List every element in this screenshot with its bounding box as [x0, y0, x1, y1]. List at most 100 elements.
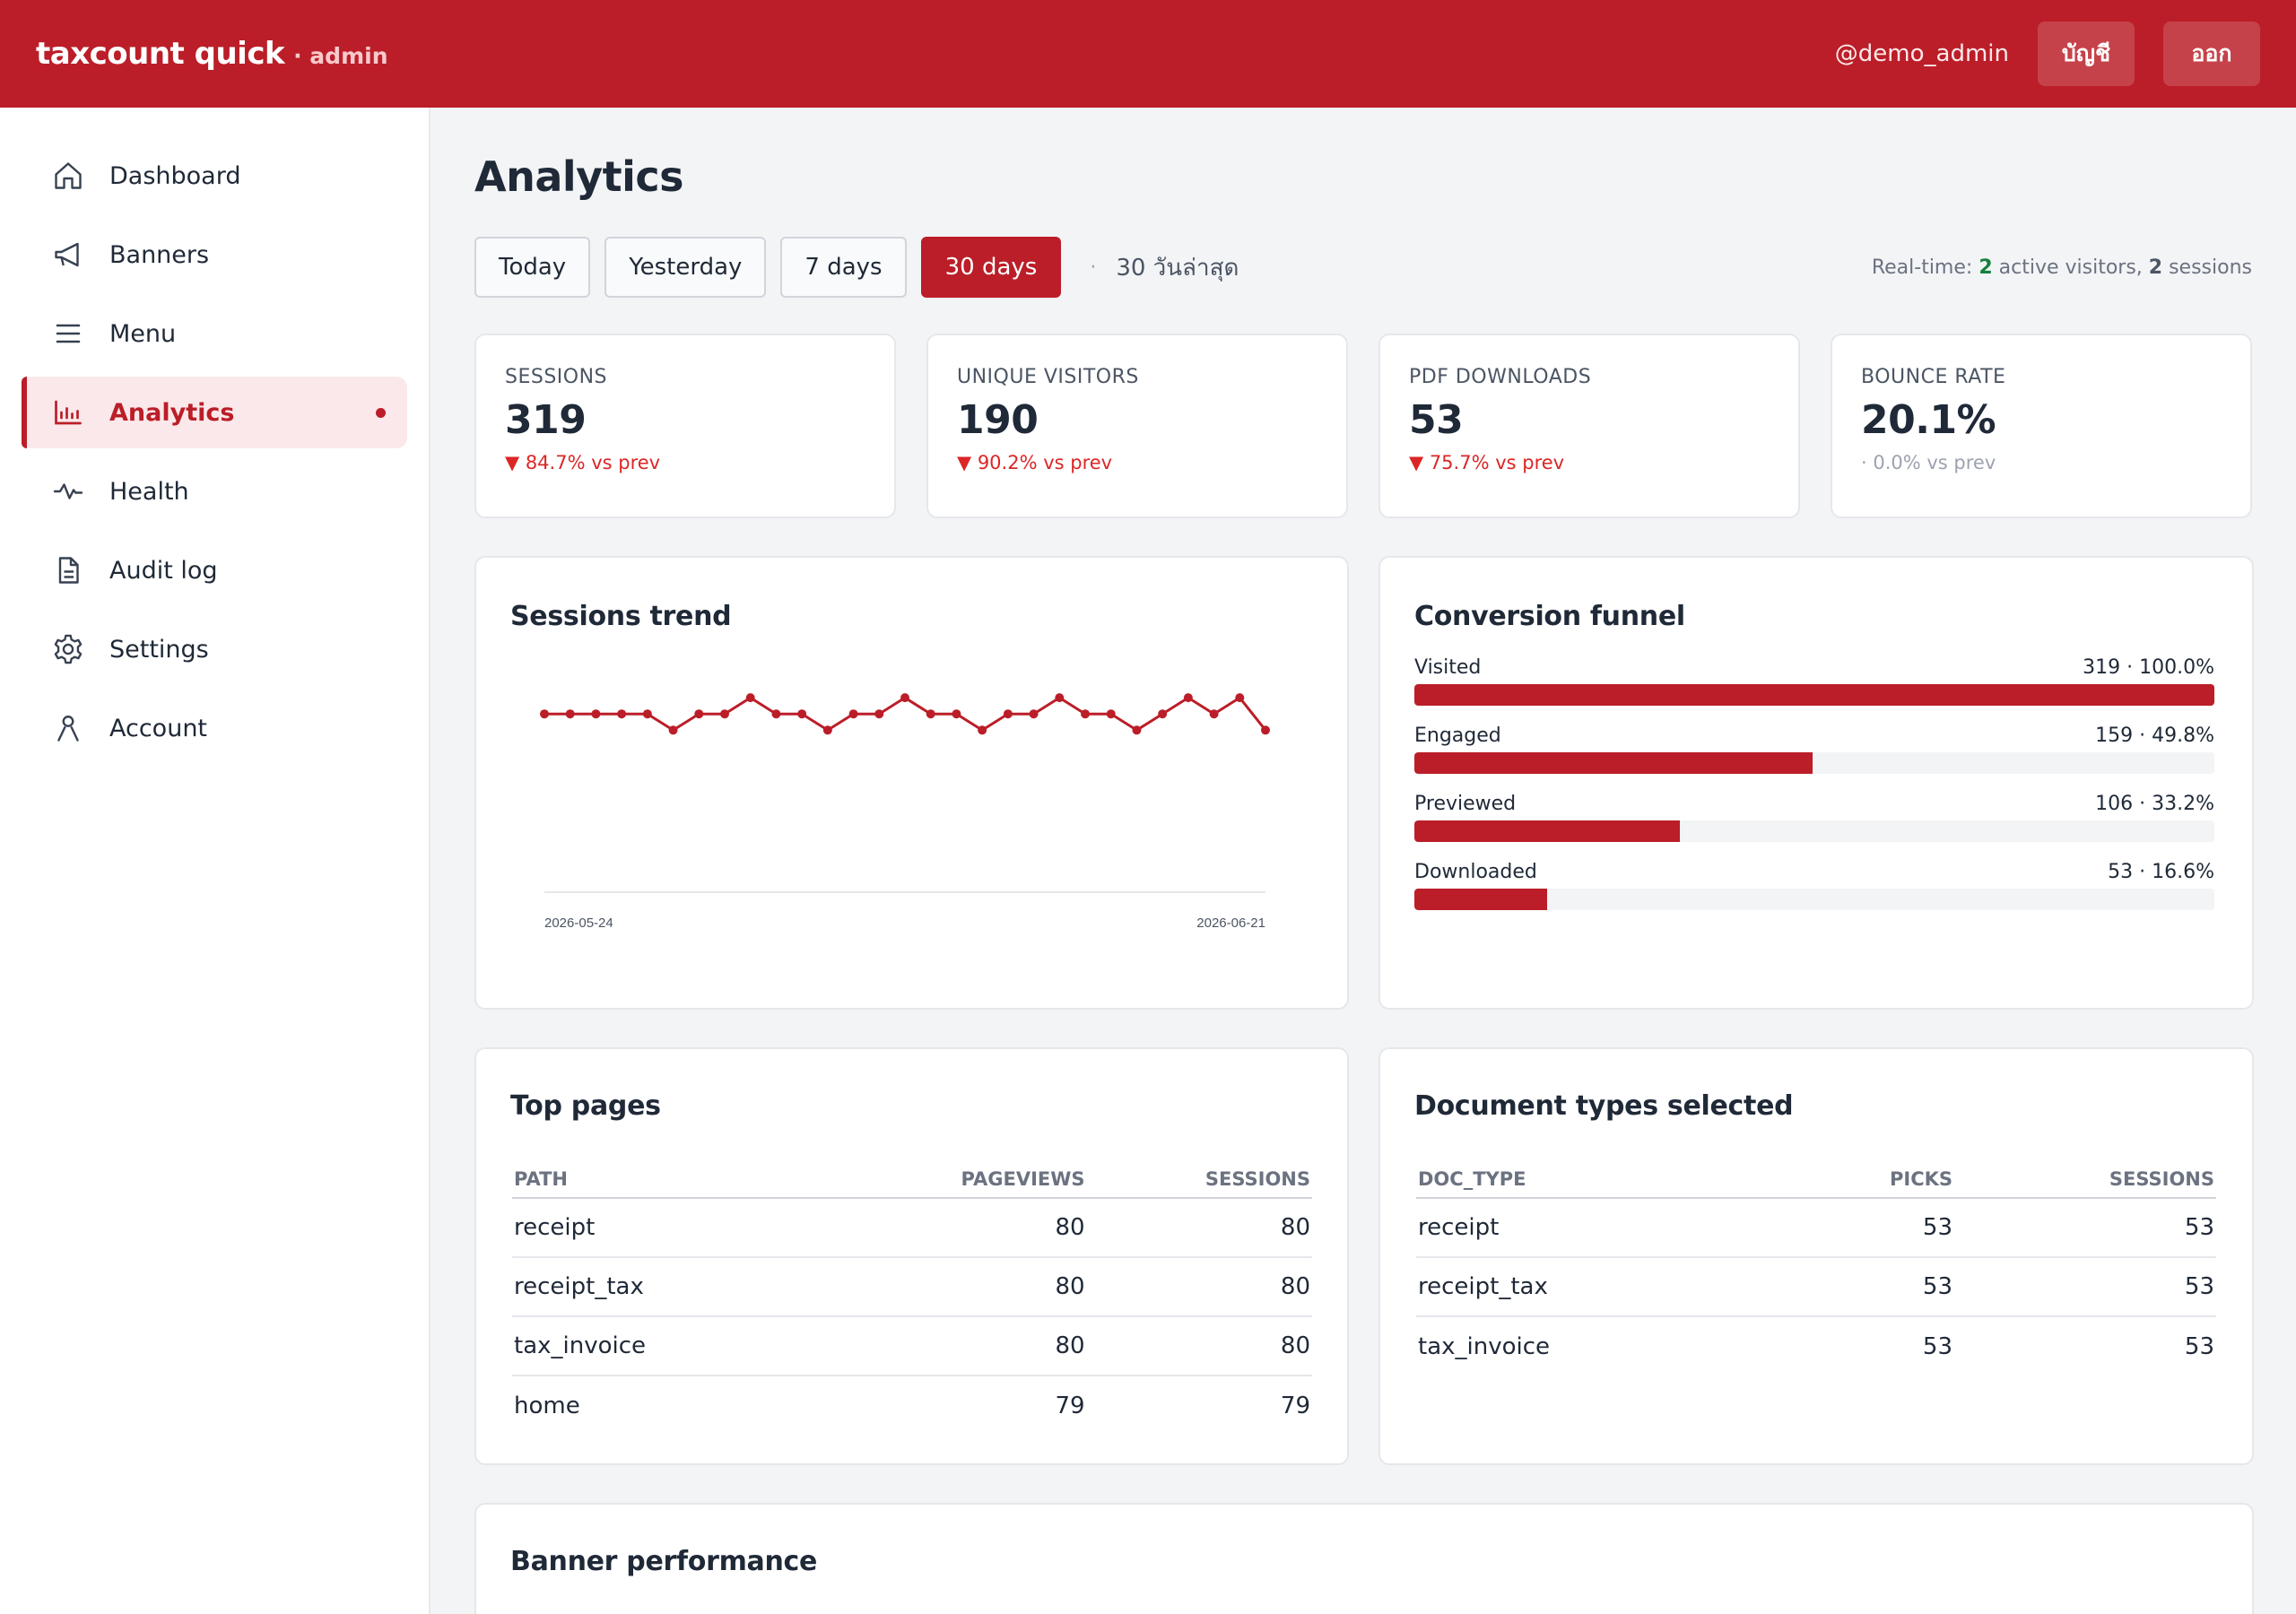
data-point[interactable]	[1235, 693, 1245, 703]
kpi-label: BOUNCE RATE	[1861, 366, 2006, 388]
funnel-step: Downloaded 53 · 16.6%	[1414, 861, 2214, 910]
data-point[interactable]	[952, 709, 961, 719]
column-header-doc-type[interactable]: DOC_TYPE	[1416, 1160, 1865, 1199]
data-point[interactable]	[1209, 709, 1219, 719]
data-point[interactable]	[720, 709, 729, 719]
column-header-sessions[interactable]: SESSIONS	[1954, 1160, 2216, 1199]
data-point[interactable]	[848, 709, 858, 719]
data-point[interactable]	[926, 709, 935, 719]
sidebar: Dashboard Banners Menu Analytics Health …	[0, 108, 430, 1614]
brand[interactable]: taxcount quick · admin	[36, 36, 388, 72]
data-point[interactable]	[540, 709, 549, 719]
funnel-step-value: 159 · 49.8%	[2095, 725, 2214, 747]
data-point[interactable]	[1183, 693, 1193, 703]
menu-icon	[50, 316, 86, 351]
table-row: tax_invoice 53 53	[1416, 1316, 2216, 1375]
cell-sessions: 53	[2184, 1332, 2214, 1360]
data-point[interactable]	[1055, 693, 1065, 703]
sidebar-item-label: Dashboard	[109, 161, 241, 190]
data-point[interactable]	[822, 725, 832, 735]
kpi-value: 319	[505, 397, 587, 443]
sidebar-item-label: Analytics	[109, 398, 235, 427]
sidebar-item-dashboard[interactable]: Dashboard	[22, 140, 407, 212]
sidebar-item-banners[interactable]: Banners	[22, 219, 407, 291]
sidebar-item-label: Banners	[109, 240, 210, 269]
funnel-bar-track	[1414, 820, 2214, 842]
kpi-label: SESSIONS	[505, 366, 608, 388]
range-button-30-days[interactable]: 30 days	[920, 237, 1062, 298]
sidebar-item-label: Health	[109, 477, 189, 506]
cell-pageviews: 80	[959, 1316, 1087, 1376]
sidebar-item-menu[interactable]: Menu	[22, 298, 407, 369]
sidebar-item-analytics[interactable]: Analytics	[22, 377, 407, 448]
account-button[interactable]: บัญชี	[2038, 22, 2135, 86]
data-point[interactable]	[591, 709, 601, 719]
data-point[interactable]	[617, 709, 627, 719]
column-header-picks[interactable]: PICKS	[1865, 1160, 1954, 1199]
range-button-7-days[interactable]: 7 days	[780, 237, 907, 298]
data-point[interactable]	[900, 693, 909, 703]
kpi-label: UNIQUE VISITORS	[957, 366, 1139, 388]
column-header-sessions[interactable]: SESSIONS	[1086, 1160, 1312, 1199]
data-point[interactable]	[874, 709, 884, 719]
cell-pageviews: 80	[959, 1198, 1087, 1258]
data-point[interactable]	[1081, 709, 1090, 719]
cell-sessions: 79	[1280, 1392, 1310, 1419]
cell-path: receipt	[512, 1198, 960, 1258]
table-row: receipt_tax 80 80	[512, 1257, 1312, 1317]
user-icon	[50, 710, 86, 746]
sidebar-item-health[interactable]: Health	[22, 456, 407, 527]
data-point[interactable]	[642, 709, 652, 719]
data-point[interactable]	[978, 725, 987, 735]
top-pages-title: Top pages	[510, 1090, 661, 1122]
realtime-sessions-label: sessions	[2169, 256, 2252, 279]
banner-performance-card: Banner performance	[474, 1503, 2254, 1614]
table-row: receipt 53 53	[1416, 1198, 2216, 1258]
data-point[interactable]	[1029, 709, 1039, 719]
range-label: 30 วันล่าสุด	[1116, 254, 1239, 282]
funnel-bar-track	[1414, 684, 2214, 706]
range-button-yesterday[interactable]: Yesterday	[604, 237, 767, 298]
funnel-step: Engaged 159 · 49.8%	[1414, 725, 2214, 774]
realtime-active-visitors-label: active visitors,	[1998, 256, 2143, 279]
document-types-table: DOC_TYPE PICKS SESSIONS receipt 53 53 re…	[1416, 1160, 2216, 1375]
sidebar-item-account[interactable]: Account	[22, 692, 407, 764]
cell-pageviews: 79	[1055, 1392, 1085, 1419]
user-handle: @demo_admin	[1834, 40, 2009, 67]
data-point[interactable]	[565, 709, 575, 719]
sidebar-item-audit-log[interactable]: Audit log	[22, 534, 407, 606]
data-point[interactable]	[668, 725, 678, 735]
kpi-value: 190	[957, 397, 1039, 443]
data-point[interactable]	[1106, 709, 1116, 719]
sidebar-item-settings[interactable]: Settings	[22, 613, 407, 685]
top-pages-table: PATH PAGEVIEWS SESSIONS receipt 80 80 re…	[512, 1160, 1312, 1435]
x-tick-label-start: 2026-05-24	[544, 915, 613, 931]
cell-path: tax_invoice	[512, 1316, 960, 1376]
data-point[interactable]	[745, 693, 755, 703]
data-point[interactable]	[1158, 709, 1168, 719]
kpi-delta: ▼ 75.7% vs prev	[1409, 452, 1565, 473]
data-point[interactable]	[1261, 725, 1270, 735]
data-point[interactable]	[694, 709, 704, 719]
data-point[interactable]	[797, 709, 807, 719]
logout-button[interactable]: ออก	[2163, 22, 2260, 86]
realtime-prefix: Real-time:	[1871, 256, 1973, 279]
gear-icon	[50, 631, 86, 667]
active-indicator-dot	[376, 408, 386, 418]
realtime-active-visitors: 2	[1979, 256, 1993, 279]
column-header-pageviews[interactable]: PAGEVIEWS	[959, 1160, 1087, 1199]
data-point[interactable]	[1003, 709, 1013, 719]
bar-chart-icon	[50, 395, 86, 430]
date-range-selector: Today Yesterday 7 days 30 days · 30 วันล…	[474, 237, 2252, 298]
range-button-today[interactable]: Today	[474, 237, 591, 298]
banner-performance-title: Banner performance	[510, 1546, 818, 1577]
column-header-path[interactable]: PATH	[512, 1160, 960, 1199]
sessions-trend-chart: 2026-05-24 2026-06-21	[540, 693, 1270, 931]
cell-sessions: 80	[1086, 1316, 1312, 1376]
cell-picks: 53	[1865, 1198, 1954, 1258]
cell-sessions: 53	[1954, 1198, 2216, 1258]
data-point[interactable]	[771, 709, 781, 719]
x-tick-label-end: 2026-06-21	[1196, 915, 1265, 931]
cell-sessions: 80	[1086, 1257, 1312, 1317]
data-point[interactable]	[1132, 725, 1142, 735]
